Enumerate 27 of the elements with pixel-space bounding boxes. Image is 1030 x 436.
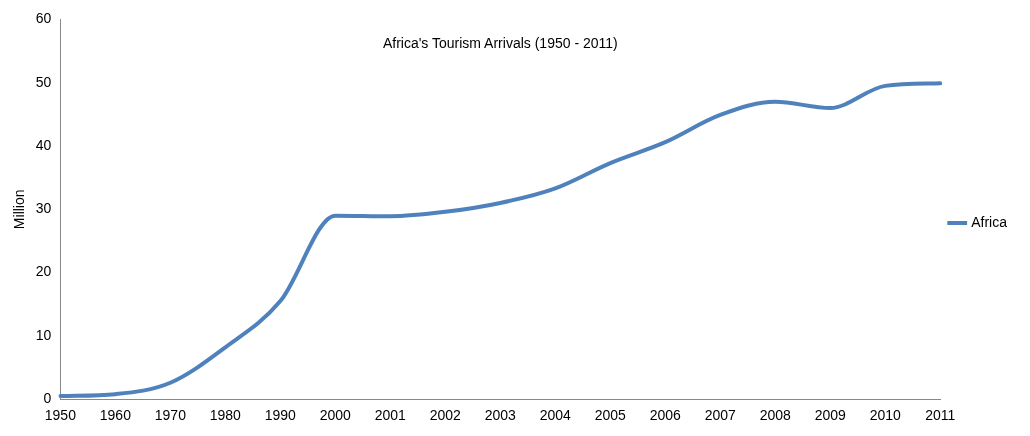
x-tick-label: 2010 (869, 407, 901, 424)
y-tick-label: 40 (35, 136, 52, 153)
x-tick-label: 2007 (704, 407, 737, 424)
y-tick-label: 10 (35, 326, 52, 343)
x-tick-label: 2011 (925, 407, 956, 424)
x-tick-label: 2000 (319, 407, 352, 424)
y-axis-title: Million (11, 189, 28, 230)
x-tick-label: 2009 (814, 407, 847, 424)
x-tick-label: 2006 (649, 407, 682, 424)
text: Africa's Tourism Arrivals (1950 - 2011) (382, 35, 618, 52)
x-tick-label: 1980 (209, 407, 242, 424)
x-tick-label: 2001 (374, 407, 407, 424)
y-tick-label: 0 (43, 390, 52, 407)
legend-label: Africa (971, 213, 1008, 230)
x-tick-label: 1990 (264, 407, 297, 424)
y-tick-label: 60 (35, 10, 52, 27)
y-tick-label: 30 (35, 200, 52, 217)
y-tick-label: 50 (35, 73, 52, 90)
x-tick-label: 2005 (594, 407, 627, 424)
y-tick-label: 20 (35, 263, 52, 280)
x-tick-label: 2004 (539, 407, 572, 424)
x-tick-label: 2002 (429, 407, 462, 424)
x-tick-label: 1950 (44, 407, 77, 424)
x-tick-label: 2008 (759, 407, 792, 424)
x-tick-label: 1960 (99, 407, 132, 424)
x-tick-label: 1970 (154, 407, 187, 424)
x-tick-label: 2003 (484, 407, 517, 424)
